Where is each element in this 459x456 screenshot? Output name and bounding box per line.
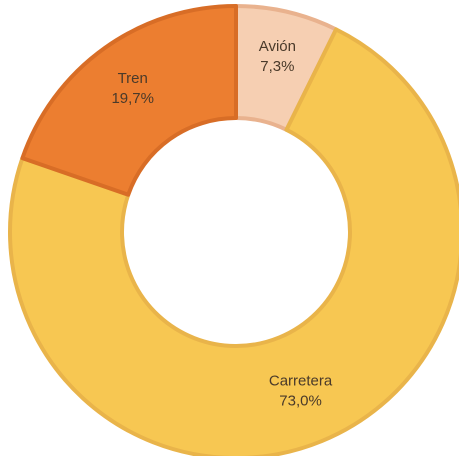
chart-slices [8,4,459,456]
label-value: 7,3% [260,58,294,75]
chart-labels: Avión 7,3% Carretera 73,0% Tren 19,7% [111,38,332,409]
label-avion: Avión 7,3% [259,38,296,75]
slice-carretera [8,27,459,456]
label-category: Avión [259,38,296,55]
label-category: Tren [118,70,148,87]
slice-tren [20,4,238,197]
label-tren: Tren 19,7% [111,70,154,107]
label-carretera: Carretera 73,0% [269,372,333,409]
label-value: 19,7% [111,90,154,107]
label-value: 73,0% [279,392,322,409]
label-category: Carretera [269,372,333,389]
